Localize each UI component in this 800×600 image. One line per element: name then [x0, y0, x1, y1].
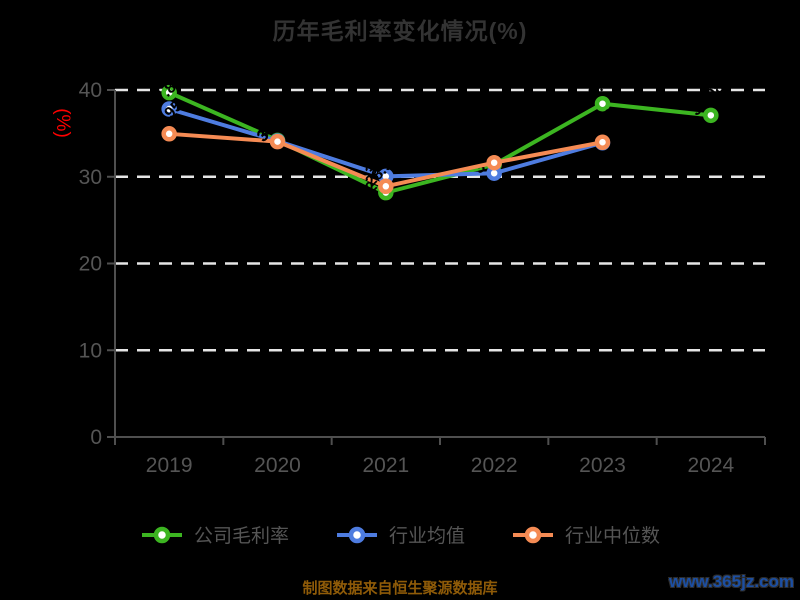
x-tick-label-2021: 2021: [362, 454, 409, 477]
data-point[interactable]: [161, 101, 177, 117]
data-source-note: 制图数据来自恒生聚源数据库: [302, 580, 498, 597]
legend-item-公司毛利率[interactable]: 公司毛利率: [140, 521, 289, 548]
legend: 公司毛利率 行业均值 行业中位数: [0, 521, 800, 548]
legend-item-行业中位数[interactable]: 行业中位数: [511, 521, 660, 548]
series-line: [167, 90, 713, 195]
legend-label: 行业中位数: [565, 526, 661, 547]
data-point[interactable]: [161, 126, 177, 142]
data-point[interactable]: [594, 95, 611, 112]
data-point[interactable]: [486, 154, 502, 171]
y-tick-label-20: 20: [79, 253, 102, 276]
legend-marker-icon: [513, 526, 553, 543]
chart-title: 历年毛利率变化情况(%): [272, 18, 528, 44]
x-tick-label-2019: 2019: [146, 454, 193, 477]
data-point[interactable]: [594, 134, 611, 150]
legend-marker-icon: [336, 526, 377, 543]
x-tick-label-2023: 2023: [579, 454, 626, 477]
legend-label: 公司毛利率: [193, 526, 289, 547]
x-tick-label-2022: 2022: [471, 454, 518, 477]
data-point[interactable]: [378, 178, 394, 195]
watermark-link[interactable]: www.365jz.com: [668, 572, 794, 591]
x-tick-label-2024: 2024: [687, 454, 734, 477]
legend-marker-icon: [141, 526, 182, 543]
y-tick-label-10: 10: [79, 339, 102, 362]
y-tick-label-30: 30: [79, 166, 102, 189]
data-point[interactable]: [703, 107, 719, 124]
legend-label: 行业均值: [388, 526, 465, 547]
legend-item-行业均值[interactable]: 行业均值: [335, 521, 465, 548]
y-tick-label-0: 0: [90, 426, 102, 449]
y-tick-label-40: 40: [79, 79, 102, 102]
data-point[interactable]: [161, 84, 177, 101]
data-point[interactable]: [269, 133, 286, 150]
x-tick-label-2020: 2020: [254, 454, 301, 477]
